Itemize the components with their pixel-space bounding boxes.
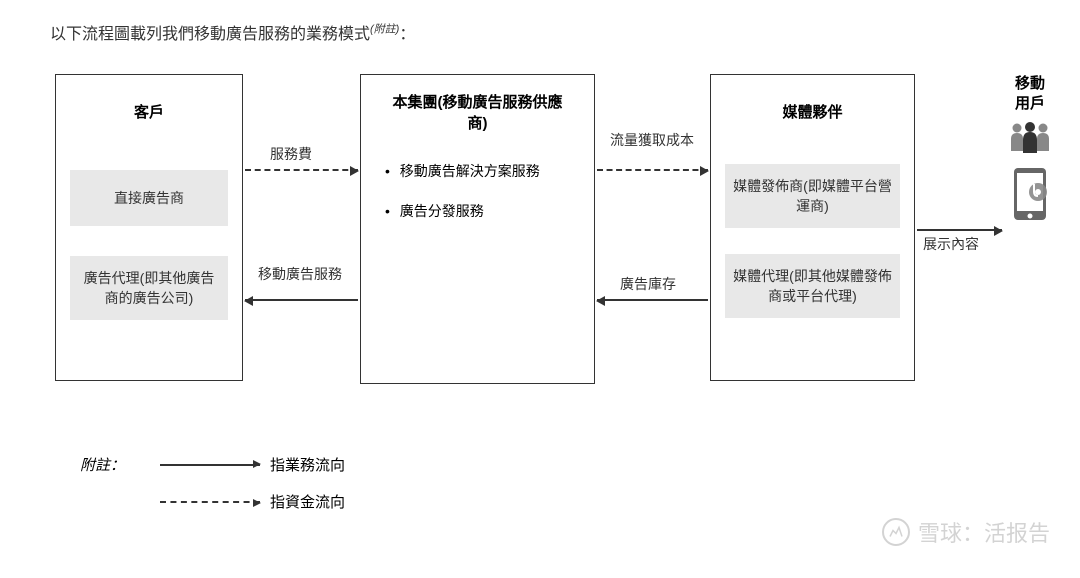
arrow-service-fee (245, 169, 358, 171)
arrow-mobile-ad-service (245, 299, 358, 301)
legend-business-text: 指業務流向 (270, 454, 345, 475)
mobile-user-block: 移動 用戶 (1000, 74, 1060, 227)
watermark-logo-icon (882, 518, 910, 546)
media-sub2: 媒體代理(即其他媒體發佈商或平台代理) (725, 254, 900, 318)
arrow-service-fee-label: 服務費 (270, 144, 312, 164)
legend-business-flow: 附註： 指業務流向 (80, 454, 1040, 475)
group-box: 本集團(移動廣告服務供應商) 移動廣告解決方案服務 廣告分發服務 (360, 74, 595, 384)
phone-icon (1010, 166, 1050, 222)
arrow-mobile-ad-service-label: 移動廣告服務 (258, 266, 328, 283)
arrow-display-content (917, 229, 1002, 231)
customer-title: 客戶 (56, 75, 242, 142)
flowchart-diagram: 客戶 直接廣告商 廣告代理(即其他廣告商的廣告公司) 本集團(移動廣告服務供應商… (40, 74, 1040, 414)
mobile-user-title-2: 用戶 (1015, 95, 1045, 112)
arrow-traffic-cost-label: 流量獲取成本 (610, 132, 680, 149)
people-icon (1005, 121, 1055, 155)
arrow-ad-inventory (597, 299, 708, 301)
group-item-1: 廣告分發服務 (361, 191, 594, 231)
legend-note-label: 附註： (80, 454, 150, 475)
media-box: 媒體夥伴 媒體發佈商(即媒體平台營運商) 媒體代理(即其他媒體發佈商或平台代理) (710, 74, 915, 381)
legend-dashed-line (160, 501, 260, 503)
customer-box: 客戶 直接廣告商 廣告代理(即其他廣告商的廣告公司) (55, 74, 243, 381)
arrow-traffic-cost (597, 169, 708, 171)
media-sub1: 媒體發佈商(即媒體平台營運商) (725, 164, 900, 228)
intro-main: 以下流程圖載列我們移動廣告服務的業務模式 (50, 26, 370, 43)
legend-capital-flow: 指資金流向 (80, 491, 1040, 512)
watermark-text: 雪球：活报告 (918, 516, 1050, 548)
group-title: 本集團(移動廣告服務供應商) (361, 75, 594, 157)
customer-sub2: 廣告代理(即其他廣告商的廣告公司) (70, 256, 228, 320)
arrow-ad-inventory-label: 廣告庫存 (620, 274, 676, 294)
colon: ： (399, 26, 415, 43)
arrow-display-content-label: 展示內容 (923, 234, 979, 254)
watermark: 雪球：活报告 (882, 516, 1050, 548)
customer-sub1: 直接廣告商 (70, 170, 228, 226)
legend: 附註： 指業務流向 指資金流向 (80, 454, 1040, 512)
intro-text: 以下流程圖載列我們移動廣告服務的業務模式(附註)： (50, 20, 1040, 44)
legend-capital-text: 指資金流向 (270, 491, 345, 512)
media-title: 媒體夥伴 (711, 75, 914, 142)
group-item-0: 移動廣告解決方案服務 (361, 157, 594, 191)
note-ref: (附註) (370, 24, 399, 36)
mobile-user-title: 移動 用戶 (1000, 74, 1060, 113)
mobile-user-title-1: 移動 (1015, 75, 1045, 92)
legend-solid-line (160, 464, 260, 466)
